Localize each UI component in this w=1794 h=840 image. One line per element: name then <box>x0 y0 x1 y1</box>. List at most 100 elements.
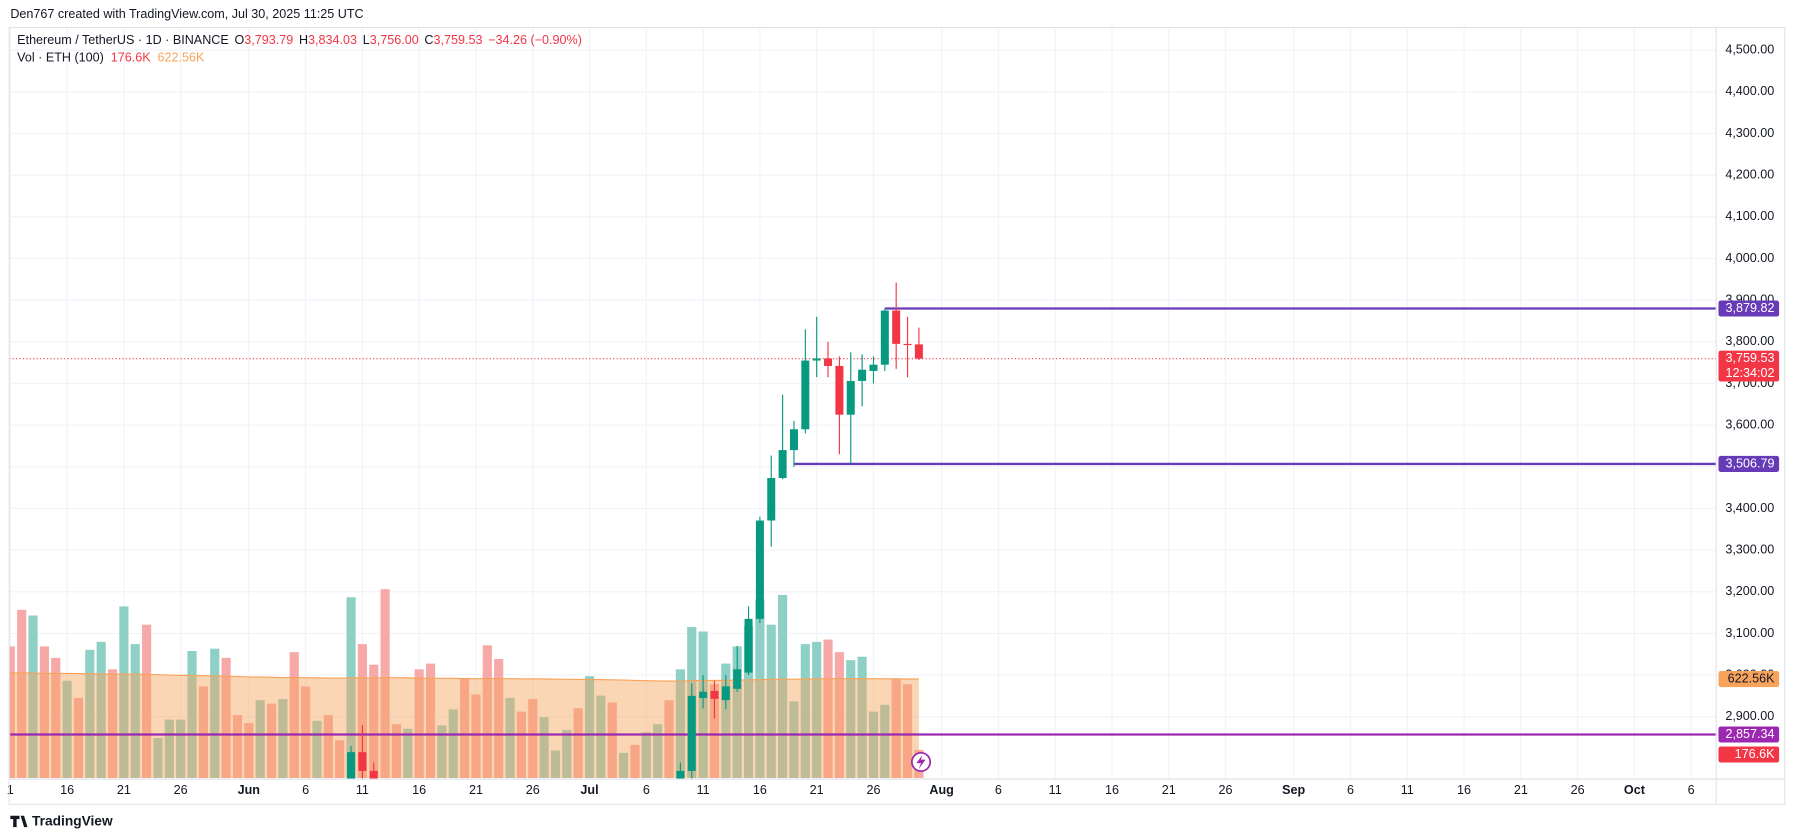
x-tick-label: 16 <box>1105 783 1119 797</box>
volume-bar <box>607 702 617 778</box>
volume-bar <box>448 709 458 778</box>
volume-bar <box>630 744 640 778</box>
x-tick-label: 21 <box>1514 783 1528 797</box>
volume-bar <box>210 648 220 778</box>
x-tick-label: 11 <box>1401 783 1414 797</box>
levels <box>9 307 1717 736</box>
volume-bar <box>584 676 595 778</box>
volume-bar <box>789 701 799 778</box>
volume-bar <box>482 645 492 778</box>
x-tick-label: 26 <box>526 783 540 797</box>
candle-body <box>721 686 730 701</box>
volume-bar <box>289 652 299 778</box>
x-tick-label: 11 <box>1049 783 1062 797</box>
volume-bar <box>9 646 15 778</box>
logo[interactable]: TradingView <box>10 814 113 829</box>
volume-bar <box>221 657 231 778</box>
volume-bar <box>539 717 549 778</box>
volume-bar <box>391 724 402 778</box>
volume-bar <box>891 678 901 778</box>
x-tick-label: 21 <box>117 783 131 797</box>
candle-body <box>699 691 708 698</box>
x-tick-label: Sep <box>1282 783 1305 797</box>
candle-body <box>858 369 867 381</box>
volume-ma-label: 622.56K <box>1728 671 1775 685</box>
legend-key: O <box>234 34 244 48</box>
volume-bar <box>573 708 583 778</box>
volume-bar <box>800 644 810 778</box>
volume-bar <box>96 641 106 778</box>
candle-body <box>892 310 901 344</box>
volume-bar <box>301 686 311 778</box>
volume-bar <box>437 725 447 778</box>
candle-body <box>755 520 764 619</box>
volume-bar <box>550 750 561 778</box>
volume-bar <box>39 646 49 778</box>
y-tick-label: 3,400.00 <box>1725 501 1774 515</box>
legend-change: −34.26 (−0.90%) <box>488 34 582 48</box>
volume-bar <box>880 704 890 778</box>
y-tick-label: 4,300.00 <box>1725 126 1774 140</box>
volume-bar <box>743 625 754 778</box>
volume-ma-box <box>1718 671 1780 688</box>
x-tick-label: 11 <box>697 783 710 797</box>
x-tick-label: 1 <box>7 783 14 797</box>
volume-bar <box>62 680 72 778</box>
volume-bar <box>244 723 254 778</box>
volume-bar <box>17 609 27 778</box>
y-tick-label: 3,100.00 <box>1725 626 1774 640</box>
volume-bar <box>130 644 140 778</box>
volume-bar <box>198 686 208 778</box>
x-tick-label: Jul <box>580 783 598 797</box>
logo-text[interactable]: TradingView <box>32 814 113 829</box>
volume-bar <box>721 663 731 778</box>
volume-bar <box>823 639 833 778</box>
legend-key: L <box>363 34 370 48</box>
volume-bar <box>494 659 504 778</box>
x-tick-label: 6 <box>302 783 309 797</box>
volume-bar <box>266 703 277 778</box>
legend-value: 3,834.03 <box>308 34 357 48</box>
y-tick-label: 3,300.00 <box>1725 542 1774 556</box>
volume-legend: Vol · ETH (100) 176.6K 622.56K <box>17 51 205 65</box>
volume-ma-line <box>10 672 919 682</box>
y-tick-label: 3,800.00 <box>1725 334 1774 348</box>
volume-bar <box>425 663 436 778</box>
legend-line: Ethereum / TetherUS · 1D · BINANCE O3,793… <box>17 34 582 48</box>
last-price-label: 3,759.53 <box>1726 351 1775 365</box>
x-tick-label: 21 <box>469 783 483 797</box>
volume-bar <box>414 669 424 778</box>
replay-icon[interactable] <box>911 751 932 772</box>
volume-bar <box>812 641 822 778</box>
volume-bar <box>187 650 197 778</box>
candle-body <box>358 752 367 771</box>
legend-value: 3,793.79 <box>244 34 293 48</box>
volume-bar <box>164 719 174 778</box>
volume-bar <box>664 700 674 778</box>
candle-body <box>778 450 787 479</box>
volume-bar <box>335 740 345 778</box>
volume-bar <box>278 699 288 778</box>
volume-bar <box>516 711 526 778</box>
y-tick-label: 4,200.00 <box>1725 167 1774 181</box>
legend-key: C <box>424 34 433 48</box>
candle-body <box>812 358 821 361</box>
volume-bar <box>153 737 163 778</box>
y-tick-label: 4,100.00 <box>1725 209 1774 223</box>
x-tick-label: Aug <box>929 783 953 797</box>
x-tick-label: 26 <box>866 783 880 797</box>
volume-ma-value: 622.56K <box>157 51 204 65</box>
volume-ma-area <box>10 672 919 778</box>
volume-bar <box>255 700 265 778</box>
level-label: 3,506.79 <box>1726 456 1775 470</box>
candle-body <box>789 429 798 451</box>
candle-body <box>835 365 844 415</box>
candle-body <box>710 690 719 699</box>
y-tick-label: 3,200.00 <box>1725 584 1774 598</box>
x-tick-label: 6 <box>1688 783 1695 797</box>
volume-bar <box>460 678 470 778</box>
axes: 2,900.003,000.003,100.003,200.003,300.00… <box>7 42 1780 797</box>
volume-bar <box>323 715 333 778</box>
candle-body <box>880 310 889 365</box>
